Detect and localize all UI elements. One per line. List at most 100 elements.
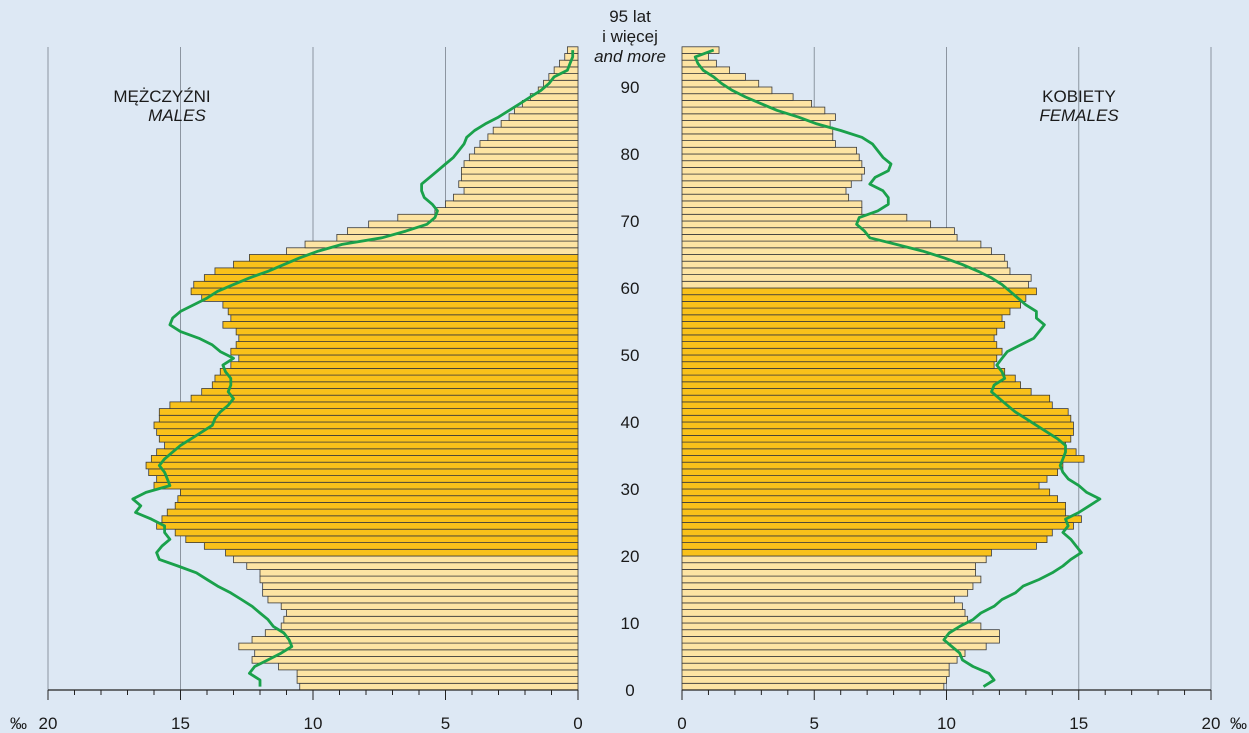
top-age-label-line1: 95 lat (609, 7, 651, 26)
female-bar (681, 448, 1077, 456)
age-tick-label: 20 (621, 547, 640, 566)
female-bar (681, 622, 982, 631)
comparison-lines (131, 48, 1102, 688)
male-bar (203, 274, 579, 282)
female-bar (681, 555, 987, 564)
female-x-tick-label: 15 (1069, 714, 1088, 733)
male-bar (156, 522, 579, 530)
male-bar (190, 287, 579, 296)
female-comparison-line (693, 48, 1102, 688)
female-bar (681, 515, 1082, 523)
male-bar (521, 100, 579, 108)
male-bar (238, 354, 579, 363)
male-title: MĘŻCZYŹNI (113, 87, 210, 106)
female-bar (681, 247, 992, 255)
male-bar (235, 327, 579, 336)
male-bar (529, 93, 579, 101)
female-bar (681, 434, 1072, 443)
female-bar (681, 146, 857, 155)
male-bar (230, 361, 579, 369)
female-bar (681, 93, 794, 101)
male-bar (193, 280, 579, 289)
male-bar (251, 636, 579, 644)
male-bar (514, 106, 579, 115)
female-x-tick-label: 5 (810, 714, 819, 733)
female-bar (681, 287, 1037, 296)
female-bar (681, 542, 1037, 550)
female-bar (681, 508, 1066, 517)
female-bar (681, 200, 863, 208)
male-bar (280, 622, 579, 631)
male-bar (251, 656, 579, 664)
female-bar (681, 562, 976, 570)
x-axes (47, 689, 1212, 700)
male-bar (460, 166, 579, 175)
female-bar (681, 274, 1032, 282)
male-bar (463, 187, 579, 195)
age-tick-label: 30 (621, 480, 640, 499)
female-bar (681, 575, 982, 584)
female-bar (681, 421, 1074, 430)
female-bar (681, 682, 945, 691)
male-bar (145, 461, 579, 470)
female-bar (681, 468, 1058, 476)
male-bar (492, 126, 579, 135)
male-bar (203, 542, 579, 550)
male-bar (158, 414, 579, 423)
female-bar (681, 347, 1003, 356)
male-bar (296, 676, 579, 684)
female-bar (681, 381, 1021, 389)
male-subtitle: MALES (148, 106, 206, 125)
female-bar (681, 548, 992, 557)
male-x-tick-label: 0 (573, 714, 582, 733)
female-bar (681, 106, 826, 115)
male-x-tick-label: 20 (39, 714, 58, 733)
male-bar (156, 428, 579, 436)
female-bar (681, 649, 966, 657)
male-bar (153, 421, 579, 430)
male-bar (500, 120, 579, 128)
female-bar (681, 595, 955, 604)
male-bar (262, 582, 579, 590)
age-tick-label: 80 (621, 145, 640, 164)
male-bar (463, 160, 579, 168)
female-bar (681, 300, 1021, 309)
female-bar (681, 193, 850, 202)
top-age-label-line2: i więcej (602, 27, 658, 46)
female-bar (681, 267, 1011, 275)
female-bar (681, 662, 950, 671)
female-bar (681, 240, 982, 249)
female-bar (681, 187, 847, 195)
female-bar (681, 475, 1048, 483)
male-bar (201, 388, 579, 396)
male-bar (166, 508, 579, 517)
male-x-tick-label: 10 (304, 714, 323, 733)
male-bar (158, 434, 579, 443)
male-bar (246, 562, 579, 570)
female-bar (681, 388, 1032, 396)
female-bar (681, 207, 863, 215)
male-bar (254, 649, 579, 657)
male-bar (299, 682, 579, 691)
male-bar (280, 602, 579, 611)
male-comparison-line (131, 50, 575, 687)
female-bar (681, 656, 958, 664)
female-bar (681, 361, 995, 369)
male-bar (153, 481, 579, 490)
female-bar (681, 354, 998, 363)
top-age-label-line3: and more (594, 47, 666, 66)
female-bar (681, 602, 963, 611)
female-x-tick-label: 10 (937, 714, 956, 733)
female-bar (681, 455, 1085, 463)
male-bar (177, 495, 579, 503)
male-bar (278, 662, 579, 671)
male-bar (174, 501, 579, 510)
male-x-tick-label: 15 (171, 714, 190, 733)
female-bar (681, 615, 969, 624)
male-bar (201, 294, 579, 302)
female-bar (681, 133, 834, 141)
age-tick-label: 70 (621, 212, 640, 231)
female-bar (681, 528, 1053, 537)
female-x-tick-label: 0 (677, 714, 686, 733)
